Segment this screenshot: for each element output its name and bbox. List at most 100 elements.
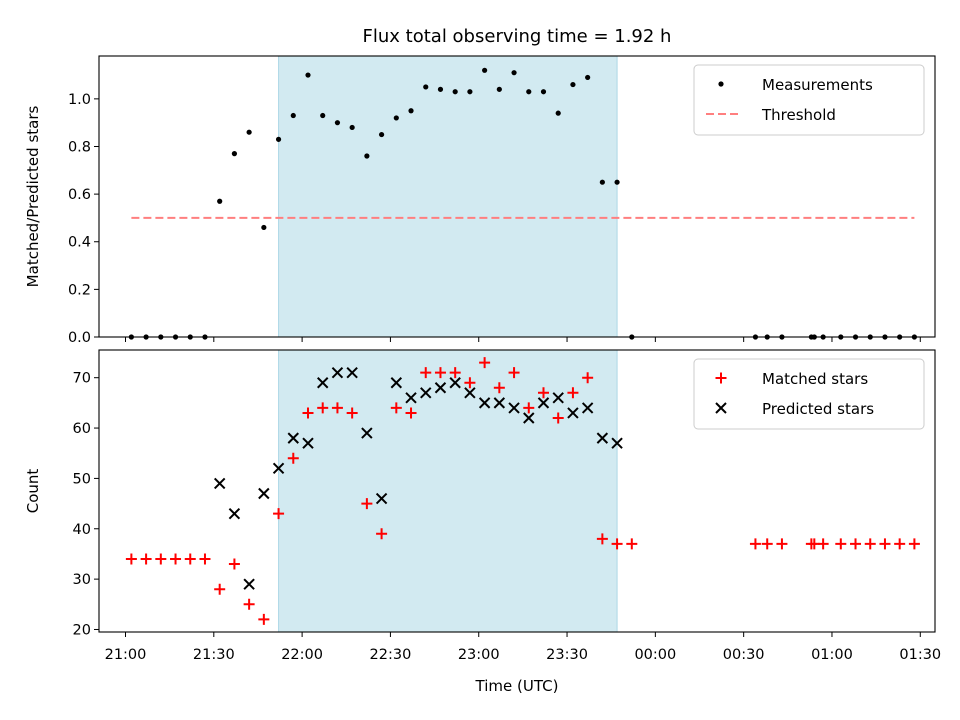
- data-point: [243, 578, 255, 590]
- data-point: [761, 538, 773, 550]
- x-tick-label: 22:30: [370, 647, 412, 663]
- panel-2: 20 30 40 50 60 70 21:00 21:30 22:00 22:30 23:00 23:…: [24, 349, 941, 663]
- data-point: [570, 81, 576, 88]
- data-point: [228, 507, 241, 520]
- data-point: [390, 402, 402, 414]
- data-point: [552, 412, 564, 424]
- data-point: [496, 86, 502, 92]
- data-point: [125, 553, 137, 565]
- series-matched-stars: [125, 357, 920, 625]
- y-tick-label: 0.8: [68, 139, 91, 155]
- data-point: [361, 427, 373, 439]
- observing-window-band: [278, 55, 618, 338]
- legend-swatch: [715, 402, 727, 414]
- data-point: [361, 498, 373, 510]
- y-axis-label: Count: [24, 469, 42, 514]
- data-point: [776, 538, 788, 550]
- x-tick-label: 01:00: [811, 647, 853, 663]
- axes-frame: [98, 349, 936, 633]
- data-point: [287, 432, 299, 444]
- legend-label: Predicted stars: [762, 400, 874, 418]
- legend-label: Measurements: [762, 76, 873, 94]
- legend-box: [693, 64, 925, 136]
- data-point: [228, 558, 240, 570]
- data-point: [437, 86, 444, 92]
- data-point: [523, 412, 535, 424]
- data-point: [479, 357, 491, 369]
- y-tick-label: 0.6: [68, 187, 91, 203]
- x-tick-label: 21:30: [193, 647, 235, 663]
- axes-frame: [98, 55, 936, 338]
- data-point: [423, 84, 429, 90]
- data-point: [626, 538, 638, 550]
- data-point: [199, 553, 211, 565]
- data-point: [908, 538, 920, 550]
- data-point: [261, 224, 267, 231]
- data-point: [611, 437, 623, 449]
- data-point: [864, 538, 876, 550]
- data-point: [258, 613, 270, 625]
- data-point: [405, 392, 417, 404]
- data-point: [376, 528, 388, 540]
- data-point: [364, 153, 370, 159]
- data-point: [346, 407, 358, 419]
- data-point: [434, 367, 446, 379]
- data-point: [817, 538, 829, 550]
- data-point: [482, 67, 488, 73]
- data-point: [184, 553, 196, 565]
- data-point: [405, 407, 417, 419]
- data-point: [464, 387, 476, 399]
- data-point: [305, 72, 311, 78]
- data-point: [217, 198, 223, 204]
- data-point: [599, 179, 605, 185]
- data-point: [170, 553, 182, 565]
- data-point: [585, 74, 591, 81]
- data-point: [287, 452, 299, 464]
- data-point: [452, 89, 458, 95]
- y-tick-label: 20: [73, 622, 91, 638]
- y-tick-label: 0.0: [68, 330, 91, 346]
- y-tick-label: 40: [73, 522, 91, 538]
- data-point: [449, 377, 461, 389]
- data-point: [375, 492, 388, 505]
- data-point: [582, 372, 594, 384]
- x-tick-label: 21:00: [105, 647, 147, 663]
- data-point: [567, 407, 579, 419]
- data-point: [273, 508, 285, 520]
- data-point: [140, 553, 152, 565]
- data-point: [231, 151, 238, 157]
- data-point: [478, 397, 491, 409]
- data-point: [317, 402, 329, 414]
- y-tick-label: 30: [73, 572, 91, 588]
- data-point: [258, 487, 270, 500]
- y-axis-label: Matched/Predicted stars: [24, 106, 42, 288]
- data-point: [749, 538, 761, 550]
- y-tick-label: 60: [73, 421, 91, 437]
- chart-title: Flux total observing time = 1.92 h: [363, 26, 672, 47]
- data-point: [214, 583, 226, 595]
- y-tick-label: 0.2: [68, 282, 91, 298]
- data-point: [555, 110, 561, 116]
- y-tick-label: 50: [73, 471, 91, 487]
- y-tick-label: 70: [73, 371, 91, 387]
- legend: Measurements Threshold: [693, 64, 925, 136]
- data-point: [334, 120, 341, 126]
- data-point: [523, 402, 535, 414]
- data-point: [275, 136, 282, 142]
- data-point: [302, 437, 314, 449]
- legend-swatch: [718, 81, 724, 87]
- data-point: [537, 397, 550, 409]
- data-point: [835, 538, 847, 550]
- data-point: [272, 462, 285, 475]
- data-point: [155, 553, 167, 565]
- data-point: [302, 407, 314, 419]
- data-point: [320, 112, 326, 119]
- data-point: [894, 538, 906, 550]
- data-point: [596, 533, 608, 545]
- data-point: [213, 477, 226, 490]
- data-point: [611, 538, 623, 550]
- legend-label: Matched stars: [762, 370, 868, 388]
- data-point: [390, 377, 403, 389]
- data-point: [378, 131, 385, 138]
